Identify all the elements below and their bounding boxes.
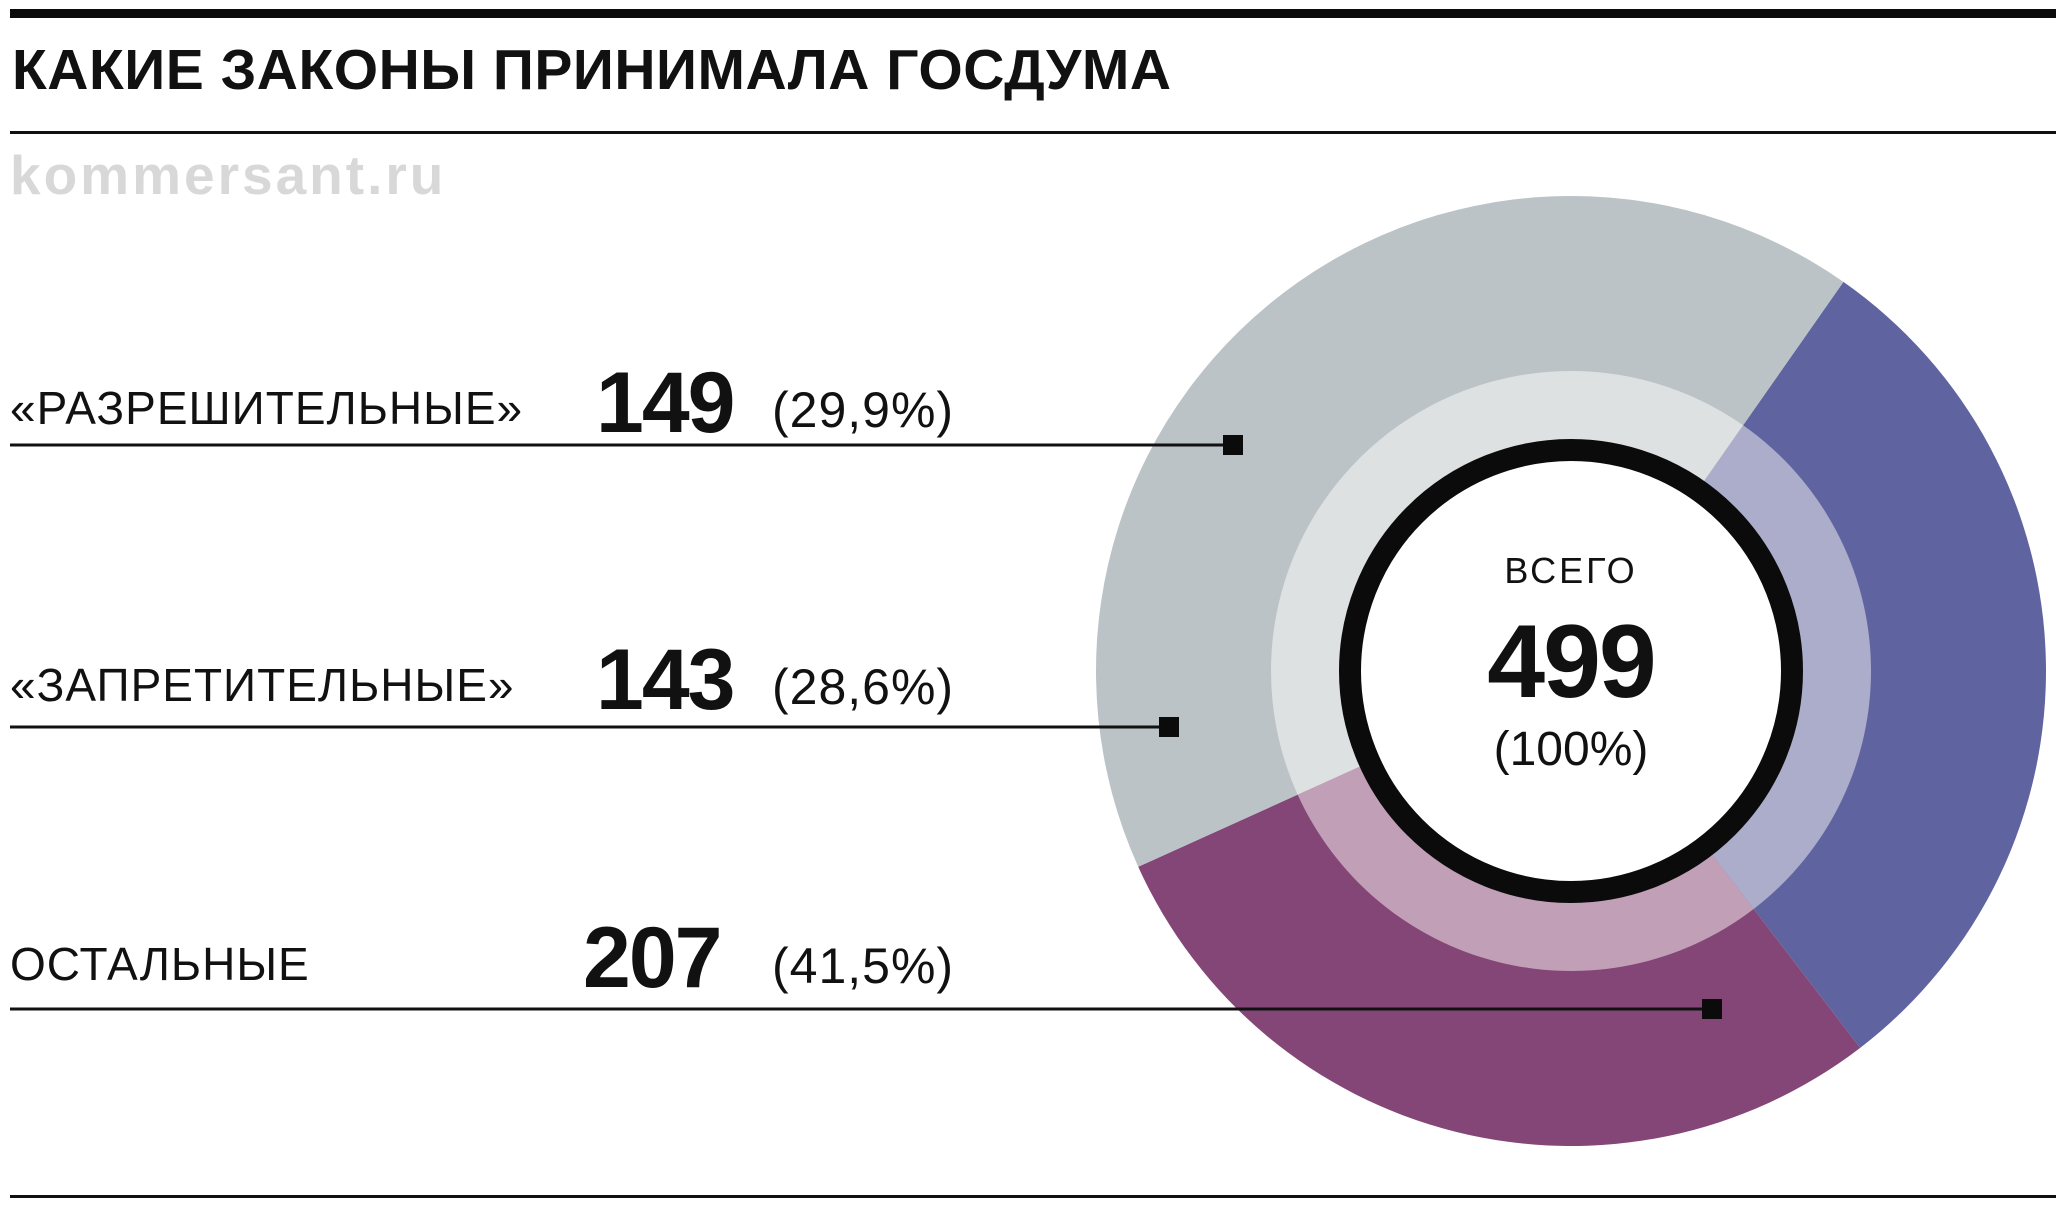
category-percent-other: (41,5%): [772, 938, 955, 994]
leader-marker-prohibitive: [1159, 717, 1179, 737]
category-percent-permissive: (29,9%): [772, 382, 955, 438]
leader-marker-other: [1702, 999, 1722, 1019]
title-rule: [10, 131, 2056, 134]
category-label-prohibitive: «ЗАПРЕТИТЕЛЬНЫЕ»: [10, 659, 515, 711]
category-label-permissive: «РАЗРЕШИТЕЛЬНЫЕ»: [10, 382, 524, 434]
leader-lines: [10, 435, 1722, 1019]
chart-title: КАКИЕ ЗАКОНЫ ПРИНИМАЛА ГОСДУМА: [12, 38, 1172, 102]
category-percent-prohibitive: (28,6%): [772, 659, 955, 715]
category-label-other: ОСТАЛЬНЫЕ: [10, 938, 310, 990]
category-value-permissive: 149: [596, 355, 735, 451]
total-label: ВСЕГО: [1504, 550, 1637, 591]
total-percent: (100%): [1494, 723, 1649, 776]
total-value: 499: [1487, 604, 1655, 720]
category-value-other: 207: [583, 910, 722, 1006]
bottom-rule: [10, 1195, 2056, 1198]
category-value-prohibitive: 143: [596, 632, 735, 728]
source-watermark: kommersant.ru: [10, 144, 447, 206]
center-ring: [1339, 439, 1803, 903]
leader-marker-permissive: [1223, 435, 1243, 455]
top-rule: [10, 9, 2056, 18]
